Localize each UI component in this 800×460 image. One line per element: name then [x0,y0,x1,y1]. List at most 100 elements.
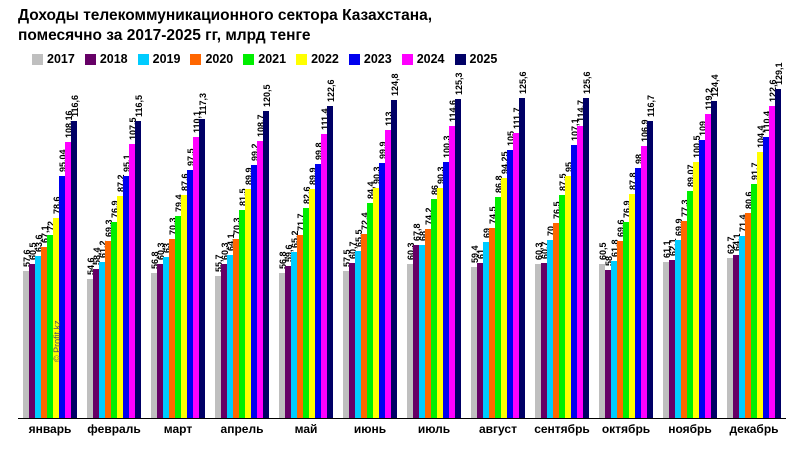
bar-2017-июль[interactable]: 60,3 [406,74,416,418]
bar-2025-июнь[interactable]: 124,8 [390,73,400,418]
bar-2022-август[interactable]: 94,25 [500,74,510,418]
bar-2025-октябрь[interactable]: 116,7 [646,74,656,418]
bar-2018-сентябрь[interactable]: 60,7 [540,74,550,418]
bar-2018-ноябрь[interactable]: 62,1 [668,74,678,418]
bar-2024-март[interactable]: 110,1 [192,74,202,418]
bar-2025-март[interactable]: 117,3 [198,74,208,418]
bar-2019-май[interactable]: 65,2 [290,74,300,418]
bar-2025-сентябрь[interactable]: 125,6 [582,71,592,418]
bar-2017-декабрь[interactable]: 62,7 [726,74,736,418]
bar-2024-ноябрь[interactable]: 119,2 [704,74,714,418]
bar-2024-сентябрь[interactable]: 114,7 [576,74,586,418]
bar-2024-декабрь[interactable]: 122,6 [768,74,778,418]
legend-item-2024[interactable]: 2024 [401,52,445,66]
bar-2021-июнь[interactable]: 84,4 [366,74,376,418]
bar-2025-май[interactable]: 122,6 [326,74,336,418]
bar-2020-март[interactable]: 70,3 [168,74,178,418]
bar-2019-январь[interactable]: 63,6 [34,74,44,418]
bar-2021-октябрь[interactable]: 76,9 [622,74,632,418]
legend-item-2018[interactable]: 2018 [84,52,128,66]
bar-2018-май[interactable]: 59,6 [284,74,294,418]
bar-2018-октябрь[interactable]: 58 [604,74,614,418]
bar-2017-октябрь[interactable]: 60,5 [598,74,608,418]
bar-2018-март[interactable]: 60,3 [156,74,166,418]
bar-2023-декабрь[interactable]: 110,4 [762,74,772,418]
bar-2019-декабрь[interactable]: 71,4 [738,74,748,418]
bar-2017-март[interactable]: 56,8 [150,74,160,418]
bar-2019-сентябрь[interactable]: 70 [546,74,556,418]
bar-2018-февраль[interactable]: 58,4 [92,74,102,418]
bar-2023-ноябрь[interactable]: 109 [698,74,708,418]
bar-2020-сентябрь[interactable]: 76,5 [552,74,562,418]
bar-2017-февраль[interactable]: 54,6 [86,74,96,418]
bar-2021-январь[interactable]: 72 [46,74,56,418]
bar-2020-декабрь[interactable]: 80,6 [744,74,754,418]
bar-2017-сентябрь[interactable]: 60,3 [534,74,544,418]
bar-2018-июль[interactable]: 67,8 [412,74,422,418]
bar-2023-сентябрь[interactable]: 107,1 [570,74,580,418]
bar-2017-июнь[interactable]: 57,5 [342,74,352,418]
bar-2022-январь[interactable]: 78,6 [52,74,62,418]
bar-2019-ноябрь[interactable]: 69,9 [674,74,684,418]
bar-2019-апрель[interactable]: 64,1 [226,74,236,418]
bar-2023-июнь[interactable]: 99,9 [378,74,388,418]
legend-item-2019[interactable]: 2019 [137,52,180,66]
bar-2022-сентябрь[interactable]: 95 [564,74,574,418]
bar-2025-июль[interactable]: 125,3 [454,72,464,418]
bar-2020-октябрь[interactable]: 69,6 [616,74,626,418]
bar-2023-май[interactable]: 99,8 [314,74,324,418]
bar-2017-май[interactable]: 56,8 [278,74,288,418]
bar-2022-ноябрь[interactable]: 100,5 [692,74,702,418]
legend-item-2017[interactable]: 2017 [32,52,75,66]
bar-2023-март[interactable]: 97,5 [186,74,196,418]
bar-2018-декабрь[interactable]: 64,1 [732,74,742,418]
bar-2022-март[interactable]: 87,6 [180,74,190,418]
bar-2022-апрель[interactable]: 89,9 [244,74,254,418]
bar-2025-декабрь[interactable]: 129,1 [774,63,784,418]
bar-2017-январь[interactable]: 57,6 [22,74,32,418]
bar-2021-июль[interactable]: 86 [430,74,440,418]
bar-2024-октябрь[interactable]: 106,9 [640,74,650,418]
bar-2020-апрель[interactable]: 70,3 [232,74,242,418]
bar-2018-июнь[interactable]: 60,7 [348,74,358,418]
bar-2021-сентябрь[interactable]: 87,5 [558,74,568,418]
bar-2024-июнь[interactable]: 113 [384,74,394,418]
bar-2019-август[interactable]: 69 [482,74,492,418]
legend-item-2025[interactable]: 2025 [454,52,497,66]
bar-2023-январь[interactable]: 95,04 [58,74,68,418]
bar-2025-август[interactable]: 125,6 [518,71,528,418]
bar-2024-январь[interactable]: 108,16 [64,74,74,418]
bar-2021-ноябрь[interactable]: 89,07 [686,74,696,418]
bar-2022-май[interactable]: 89,9 [308,74,318,418]
bar-2025-февраль[interactable]: 116,5 [134,74,144,418]
bar-2021-май[interactable]: 82,6 [302,74,312,418]
bar-2025-январь[interactable]: 116,6 [70,74,80,418]
bar-2024-февраль[interactable]: 107,5 [128,74,138,418]
bar-2020-февраль[interactable]: 69,3 [104,74,114,418]
bar-2019-июнь[interactable]: 65,5 [354,74,364,418]
bar-2020-июль[interactable]: 74,2 [424,74,434,418]
legend-item-2022[interactable]: 2022 [296,52,339,66]
bar-2022-октябрь[interactable]: 87,8 [628,74,638,418]
bar-2022-июль[interactable]: 90,3 [436,74,446,418]
bar-2020-ноябрь[interactable]: 77,3 [680,74,690,418]
bar-2017-ноябрь[interactable]: 61,1 [662,74,672,418]
bar-2017-апрель[interactable]: 55,7 [214,74,224,418]
bar-2018-январь[interactable]: 60,5 [28,74,38,418]
bar-2020-июнь[interactable]: 72,4 [360,74,370,418]
bar-2023-октябрь[interactable]: 98 [634,74,644,418]
bar-2019-октябрь[interactable]: 61,8 [610,74,620,418]
legend-item-2020[interactable]: 2020 [190,52,233,66]
bar-2022-июнь[interactable]: 90,3 [372,74,382,418]
bar-2021-март[interactable]: 79,4 [174,74,184,418]
bar-2023-февраль[interactable]: 95,1 [122,74,132,418]
bar-2018-август[interactable]: 61 [476,74,486,418]
bar-2018-апрель[interactable]: 60,3 [220,74,230,418]
bar-2023-август[interactable]: 105 [506,74,516,418]
bar-2022-декабрь[interactable]: 104,4 [756,74,766,418]
bar-2021-февраль[interactable]: 76,9 [110,74,120,418]
bar-2024-май[interactable]: 111,4 [320,74,330,418]
bar-2020-август[interactable]: 74,5 [488,74,498,418]
bar-2019-март[interactable]: 63 [162,74,172,418]
bar-2024-июль[interactable]: 114,6 [448,74,458,418]
